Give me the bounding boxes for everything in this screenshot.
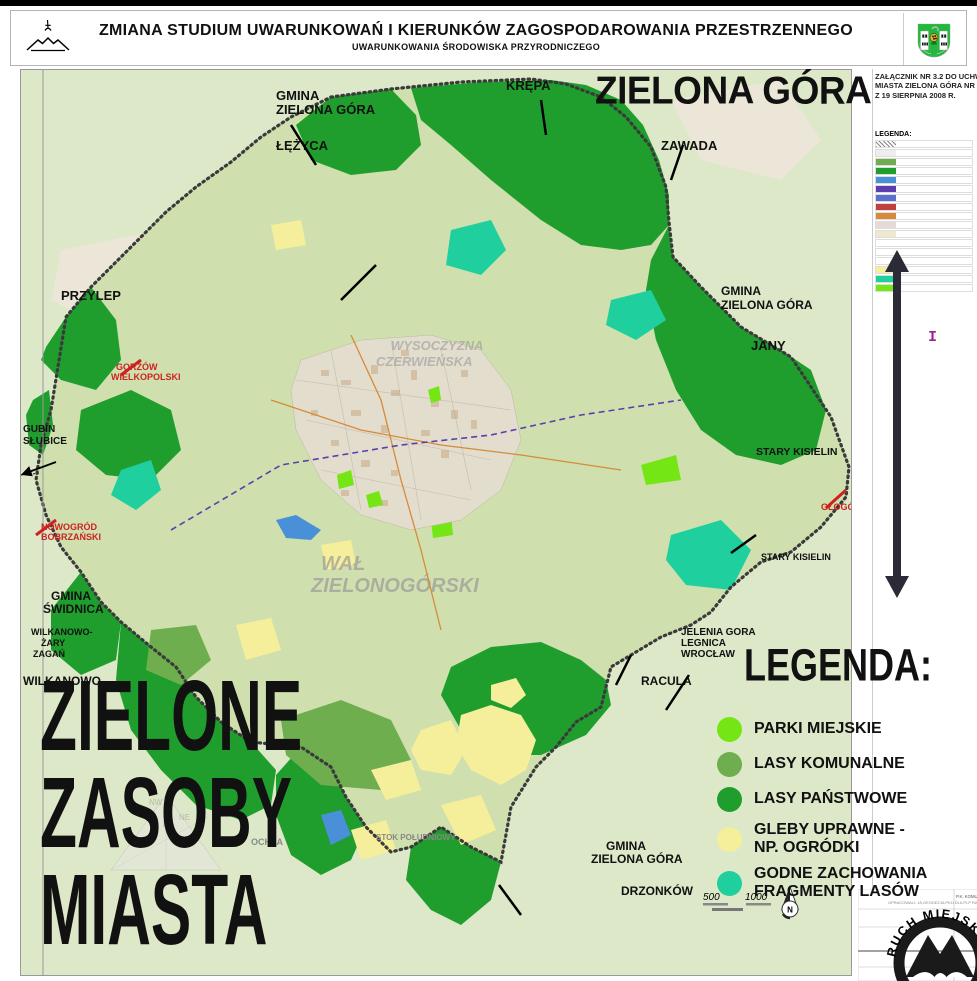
svg-text:JELENIA GORA: JELENIA GORA bbox=[681, 627, 756, 638]
svg-text:JANY: JANY bbox=[751, 338, 786, 353]
svg-text:GMINA: GMINA bbox=[606, 839, 646, 853]
svg-text:ZIELONOGÓRSKI: ZIELONOGÓRSKI bbox=[310, 573, 479, 597]
svg-text:CZERWIEŃSKA: CZERWIEŃSKA bbox=[376, 354, 473, 369]
svg-text:STOK POŁUDNIOWY: STOK POŁUDNIOWY bbox=[376, 833, 456, 842]
svg-text:ZIELONA GÓRA: ZIELONA GÓRA bbox=[591, 851, 683, 866]
svg-text:ŁĘŻYCA: ŁĘŻYCA bbox=[276, 138, 329, 153]
svg-text:GMINA: GMINA bbox=[276, 88, 320, 103]
svg-text:ŻARY: ŻARY bbox=[41, 638, 65, 648]
svg-text:DRZONKÓW: DRZONKÓW bbox=[621, 883, 694, 898]
svg-text:LEGNICA: LEGNICA bbox=[681, 638, 726, 649]
svg-text:ZAGAŃ: ZAGAŃ bbox=[33, 649, 65, 659]
svg-text:WAŁ: WAŁ bbox=[321, 553, 365, 575]
svg-text:STARY KISIELIN: STARY KISIELIN bbox=[761, 552, 831, 562]
svg-text:WYSOCZYZNA: WYSOCZYZNA bbox=[391, 338, 483, 353]
svg-text:ŚWIDNICA: ŚWIDNICA bbox=[43, 601, 104, 616]
svg-text:GUBIN: GUBIN bbox=[23, 424, 55, 435]
svg-text:WILKANOWO-: WILKANOWO- bbox=[31, 627, 92, 637]
svg-text:ZAWADA: ZAWADA bbox=[661, 138, 718, 153]
svg-text:STARY KISIELIN: STARY KISIELIN bbox=[756, 446, 837, 458]
svg-text:GMINA: GMINA bbox=[721, 284, 761, 298]
svg-text:PRZYLEP: PRZYLEP bbox=[61, 288, 121, 303]
svg-text:SŁUBICE: SŁUBICE bbox=[23, 436, 67, 447]
svg-text:WROCŁAW: WROCŁAW bbox=[681, 649, 735, 660]
svg-text:KRĘPA: KRĘPA bbox=[506, 78, 551, 93]
svg-text:GMINA: GMINA bbox=[51, 589, 91, 603]
svg-text:ZIELONA GÓRA: ZIELONA GÓRA bbox=[276, 102, 376, 117]
svg-text:ZIELONA GÓRA: ZIELONA GÓRA bbox=[721, 297, 813, 312]
svg-text:BOBRZAŃSKI: BOBRZAŃSKI bbox=[41, 532, 101, 542]
